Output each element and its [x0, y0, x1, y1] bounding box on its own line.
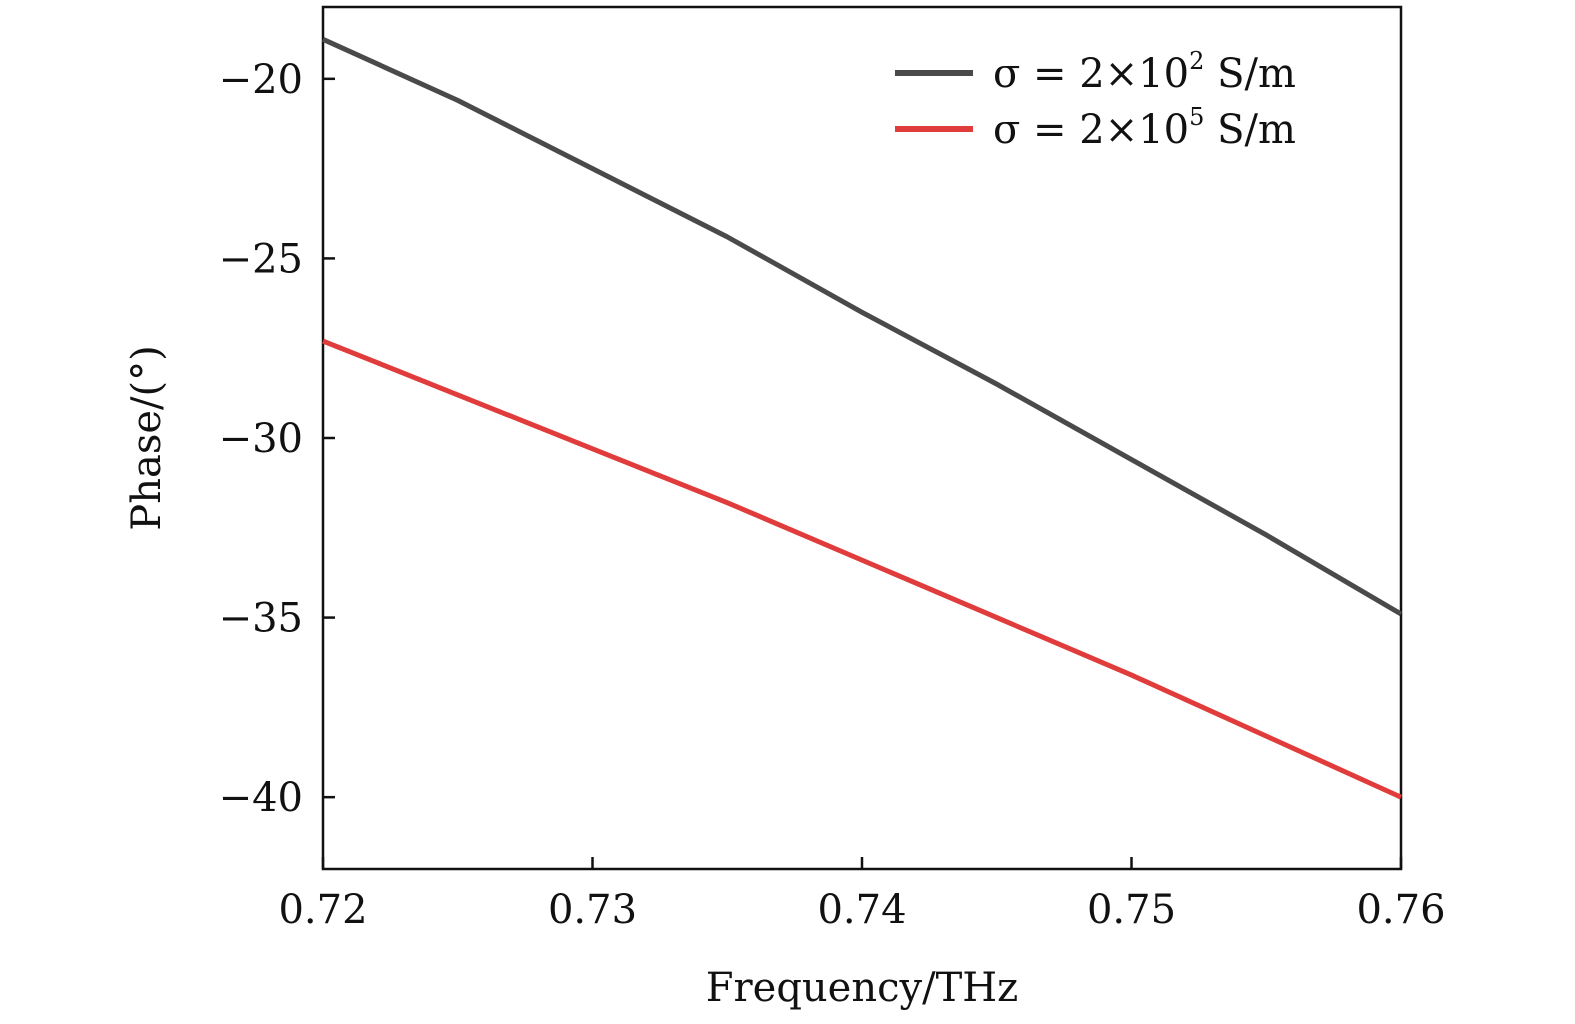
- y-tick-label: −20: [219, 57, 303, 103]
- y-tick-label: −35: [219, 596, 303, 642]
- y-tick-label: −30: [219, 416, 303, 462]
- series-line-1: [321, 37, 1403, 617]
- x-tick-label: 0.73: [548, 887, 637, 933]
- x-axis: 0.72 0.73 0.74 0.75 0.76: [278, 857, 1446, 933]
- y-axis: −20 −25 −30 −35 −40: [219, 57, 335, 821]
- y-tick-label: −25: [219, 236, 303, 282]
- x-tick-label: 0.76: [1356, 887, 1445, 933]
- x-tick-label: 0.72: [278, 887, 367, 933]
- series-layer: [321, 37, 1403, 800]
- legend: σ = 2×102 S/m σ = 2×105 S/m: [895, 47, 1296, 153]
- y-tick-label: −40: [219, 775, 303, 821]
- series-line-2: [322, 338, 1403, 800]
- x-tick-label: 0.74: [817, 887, 906, 933]
- legend-label-1: σ = 2×102 S/m: [993, 47, 1296, 97]
- x-axis-title: Frequency/THz: [706, 965, 1018, 1011]
- x-tick-label: 0.75: [1087, 887, 1176, 933]
- y-axis-title: Phase/(°): [124, 345, 170, 530]
- legend-label-2: σ = 2×105 S/m: [993, 103, 1296, 153]
